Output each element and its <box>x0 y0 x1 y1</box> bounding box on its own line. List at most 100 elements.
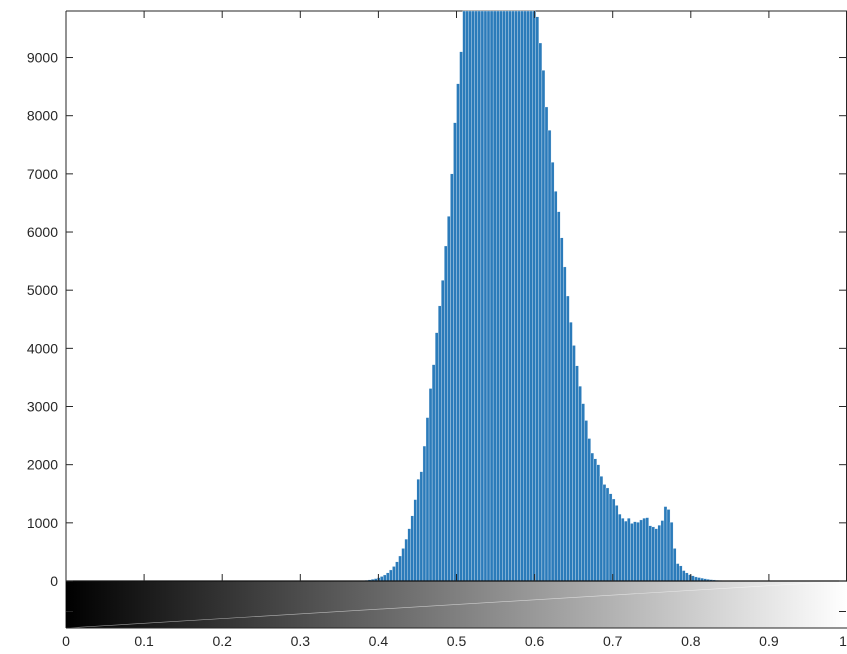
colorbar-diagonal <box>65 580 847 629</box>
histogram-bar <box>444 245 448 582</box>
axis-ticks <box>65 11 847 612</box>
y-tick-label: 4000 <box>27 340 58 356</box>
histogram-bar <box>566 295 570 582</box>
histogram-bar <box>645 517 649 582</box>
histogram-bar <box>474 10 478 582</box>
histogram-bar <box>608 493 613 582</box>
histogram-bar <box>575 365 579 582</box>
histogram-bar <box>514 10 518 582</box>
histogram-bar <box>618 513 622 582</box>
histogram-bar <box>523 10 527 582</box>
x-tick-label: 0.2 <box>212 633 232 649</box>
histogram-bar <box>434 332 439 582</box>
histogram-bar <box>578 385 582 582</box>
histogram-bar <box>679 565 683 582</box>
histogram-bar <box>407 528 411 582</box>
histogram-bar <box>590 452 594 582</box>
histogram-bar <box>676 563 680 582</box>
histogram-bar <box>535 16 540 582</box>
y-tick-label: 6000 <box>27 224 58 240</box>
grayscale-colorbar <box>65 580 847 629</box>
histogram-bar <box>398 555 402 582</box>
histogram-bar <box>447 216 451 582</box>
histogram-bar <box>517 10 521 582</box>
x-tick-label: 0.8 <box>681 633 701 649</box>
histogram-bar <box>557 211 561 582</box>
histogram-bar <box>465 10 469 582</box>
histogram-bar <box>416 479 421 582</box>
histogram-bar <box>581 403 585 582</box>
histogram-bar <box>660 520 665 582</box>
histogram-bar <box>633 521 637 582</box>
histogram-bar <box>459 51 463 582</box>
histogram-bar <box>663 506 668 582</box>
x-tick-label: 1 <box>839 633 847 649</box>
x-tick-label: 0.9 <box>759 633 779 649</box>
histogram-bar <box>648 525 652 582</box>
histogram-bar <box>572 345 576 582</box>
histogram-bar <box>462 10 466 582</box>
histogram-bar <box>672 548 677 582</box>
histogram-bar <box>627 518 631 582</box>
histogram-bar <box>630 523 634 582</box>
histogram-bar <box>639 519 643 582</box>
histogram-bar <box>538 42 543 582</box>
histogram-bar <box>694 576 698 582</box>
histogram-bar <box>685 572 689 582</box>
histogram-bar <box>489 10 494 582</box>
x-tick-label: 0.3 <box>291 633 311 649</box>
x-tick-label: 0.7 <box>603 633 623 649</box>
x-tick-label: 0 <box>62 633 70 649</box>
histogram-bar <box>636 522 640 582</box>
histogram-bar <box>682 570 686 582</box>
histogram-bar <box>605 487 610 582</box>
histogram-bar <box>380 576 384 582</box>
histogram-bar <box>602 484 607 582</box>
histogram-bar <box>614 505 619 582</box>
histogram-bar <box>569 322 573 582</box>
histogram-bar <box>669 522 674 582</box>
histogram-bar <box>483 10 488 582</box>
histogram-bar <box>383 574 387 582</box>
y-tick-labels: 0 1000 2000 3000 4000 5000 6000 7000 8000 9000 <box>27 50 58 590</box>
histogram-bar <box>410 515 414 582</box>
histogram-bar <box>422 445 427 582</box>
y-tick-label: 9000 <box>27 50 58 66</box>
histogram-bar <box>560 237 564 582</box>
histogram-bar <box>666 509 671 582</box>
histogram-bar <box>541 70 546 582</box>
histogram-bar <box>584 420 588 582</box>
histogram-bar <box>642 518 646 582</box>
histogram-bar <box>401 548 405 582</box>
histogram-bar <box>511 10 515 582</box>
histogram-bar <box>624 520 628 582</box>
histogram-bar <box>526 10 530 582</box>
histogram-bar <box>593 458 597 582</box>
histogram-bar <box>480 10 485 582</box>
x-tick-labels: 0 0.1 0.2 0.3 0.4 0.5 0.6 0.7 0.8 0.9 1 <box>62 633 847 649</box>
histogram-bar <box>486 10 491 582</box>
histogram-bar <box>544 106 549 582</box>
histogram-bar <box>596 464 601 582</box>
histogram-bar <box>389 569 393 582</box>
histogram-bar <box>428 388 433 582</box>
histogram-bar <box>651 526 655 582</box>
histogram-bar <box>413 499 417 582</box>
histogram-bar <box>425 417 430 582</box>
histogram-bar <box>468 10 472 582</box>
y-tick-label: 0 <box>50 573 58 589</box>
histogram-bar <box>520 10 524 582</box>
histogram-bar <box>599 476 604 582</box>
y-tick-label: 2000 <box>27 457 58 473</box>
histogram-bar <box>477 10 482 582</box>
histogram-bar <box>431 364 436 582</box>
histogram-bar <box>621 518 625 582</box>
histogram-bar <box>563 266 567 582</box>
histogram-bar <box>392 566 396 582</box>
y-tick-label: 1000 <box>27 515 58 531</box>
histogram-bar <box>611 498 616 582</box>
histogram-bar <box>550 162 555 582</box>
histogram-bar <box>453 122 457 582</box>
histogram-bar <box>492 10 497 582</box>
